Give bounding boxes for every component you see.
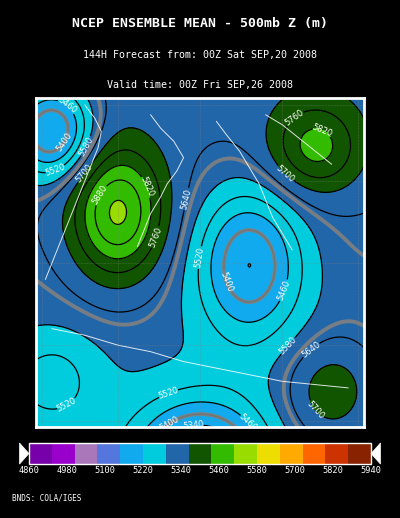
Bar	[303, 443, 326, 464]
Polygon shape	[20, 443, 29, 464]
Bar	[326, 443, 348, 464]
Text: BNDS: COLA/IGES: BNDS: COLA/IGES	[12, 494, 81, 502]
Text: 144H Forecast from: 00Z Sat SEP,20 2008: 144H Forecast from: 00Z Sat SEP,20 2008	[83, 50, 317, 60]
Text: 4860: 4860	[18, 466, 40, 475]
Text: 5640: 5640	[300, 340, 322, 359]
Bar	[97, 443, 120, 464]
Text: 5640: 5640	[180, 188, 193, 210]
Text: 5820: 5820	[322, 466, 344, 475]
Text: 4980: 4980	[56, 466, 78, 475]
Text: 5700: 5700	[274, 163, 296, 184]
Text: 5940: 5940	[360, 466, 382, 475]
Text: NCEP ENSEMBLE MEAN - 500mb Z (m): NCEP ENSEMBLE MEAN - 500mb Z (m)	[72, 17, 328, 30]
Text: 5400: 5400	[55, 131, 74, 153]
Text: 5520: 5520	[56, 396, 78, 414]
Bar	[166, 443, 188, 464]
Text: 5700: 5700	[74, 163, 94, 184]
Text: 5580: 5580	[77, 135, 95, 157]
Text: 5460: 5460	[208, 466, 230, 475]
Bar	[120, 443, 143, 464]
Text: 5760: 5760	[283, 108, 306, 127]
Polygon shape	[371, 443, 380, 464]
Text: 5460: 5460	[276, 279, 292, 302]
Text: Valid time: 00Z Fri SEP,26 2008: Valid time: 00Z Fri SEP,26 2008	[107, 80, 293, 91]
Text: 5820: 5820	[311, 122, 334, 138]
Text: 5400: 5400	[218, 270, 234, 293]
Text: 5340: 5340	[183, 420, 205, 431]
Text: 5700: 5700	[305, 399, 326, 421]
Bar	[212, 443, 234, 464]
Bar	[52, 443, 74, 464]
Text: 5880: 5880	[91, 183, 110, 206]
Text: 5220: 5220	[132, 466, 154, 475]
Text: 5400: 5400	[158, 415, 180, 433]
Text: 5460: 5460	[238, 412, 259, 434]
Bar	[29, 443, 52, 464]
Bar	[348, 443, 371, 464]
Bar	[74, 443, 97, 464]
Text: 5580: 5580	[278, 335, 299, 356]
Text: 5100: 5100	[94, 466, 116, 475]
Bar	[234, 443, 257, 464]
Text: 5460: 5460	[56, 95, 78, 116]
Text: 5520: 5520	[193, 247, 206, 269]
Bar	[143, 443, 166, 464]
Bar	[257, 443, 280, 464]
Bar	[280, 443, 303, 464]
Text: 5760: 5760	[148, 226, 164, 249]
Text: 5340: 5340	[170, 466, 192, 475]
Bar	[29, 443, 371, 464]
Bar	[188, 443, 212, 464]
Text: 5520: 5520	[157, 385, 180, 401]
Text: 5520: 5520	[44, 163, 67, 178]
Text: 5700: 5700	[284, 466, 306, 475]
Text: 5580: 5580	[246, 466, 268, 475]
Text: 5820: 5820	[138, 176, 155, 198]
